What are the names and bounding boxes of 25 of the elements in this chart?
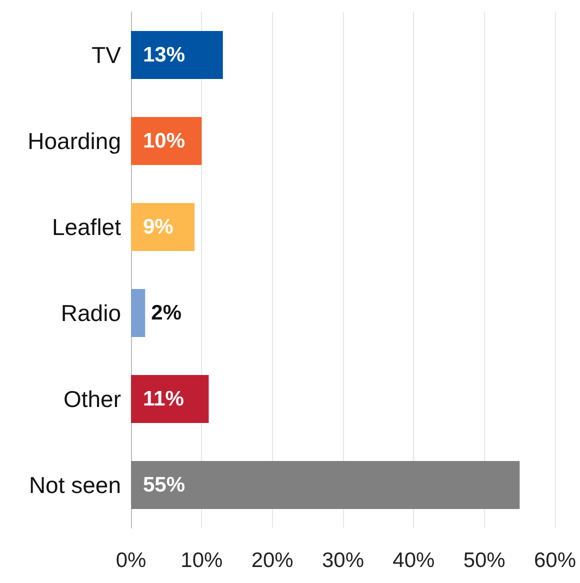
y-tick-label: Other xyxy=(63,386,122,412)
data-label: 13% xyxy=(143,44,186,66)
data-label: 2% xyxy=(151,302,182,324)
bar xyxy=(131,461,520,509)
x-tick-label: 0% xyxy=(116,549,146,572)
bar xyxy=(131,117,202,165)
y-tick-label: Radio xyxy=(60,300,121,326)
data-label: 11% xyxy=(143,388,184,410)
x-tick-label: 30% xyxy=(322,549,364,572)
x-tick-label: 20% xyxy=(251,549,294,572)
data-label: 10% xyxy=(143,130,186,152)
y-tick-label: Not seen xyxy=(28,472,121,498)
bar xyxy=(131,289,146,337)
y-tick-label: TV xyxy=(92,42,122,68)
bar xyxy=(131,31,223,79)
x-tick-label: 10% xyxy=(180,549,223,572)
data-label: 9% xyxy=(143,216,174,238)
y-tick-label: Leaflet xyxy=(52,214,122,240)
bar xyxy=(131,375,209,423)
data-label: 55% xyxy=(143,474,186,496)
x-tick-label: 50% xyxy=(463,549,506,572)
bar xyxy=(131,203,195,251)
x-tick-label: 60% xyxy=(534,549,576,572)
y-tick-label: Hoarding xyxy=(28,128,121,154)
x-tick-label: 40% xyxy=(392,549,435,572)
